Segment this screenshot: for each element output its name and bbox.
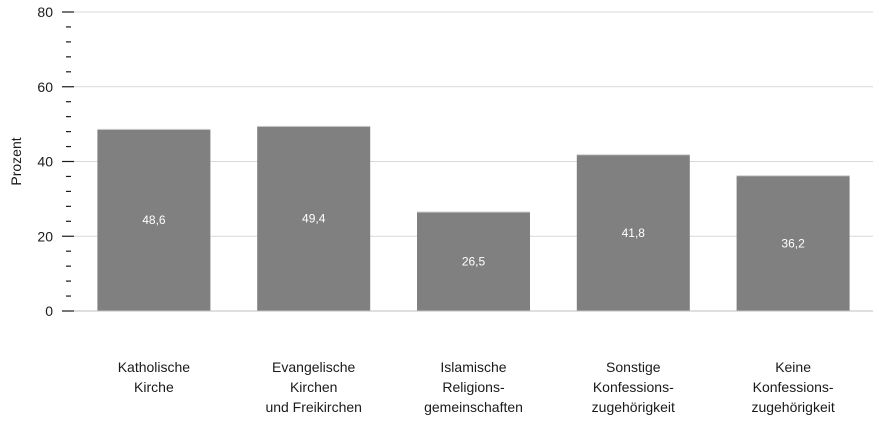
y-tick-label: 0	[45, 303, 53, 319]
x-tick-label: Islamische Religions-gemeinschaften	[424, 359, 523, 415]
y-axis-ticks: 0 20 40 60 80	[37, 4, 74, 319]
data-label: 41,8	[622, 226, 646, 240]
bars: 48,6 49,4 26,5 41,8 36,2	[97, 125, 850, 312]
bar	[257, 126, 371, 312]
x-tick-label: Keine Konfessions-zugehörigkeit	[751, 359, 834, 415]
y-tick-label: 60	[37, 79, 53, 95]
y-tick-label: 40	[37, 154, 53, 170]
data-label: 26,5	[462, 254, 486, 268]
x-tick-label: Sonstige Konfessions-zugehörigkeit	[592, 359, 675, 415]
x-axis-category-labels: Katholische Kirche Evangelische Kirchen und …	[118, 359, 835, 415]
x-tick-label: Katholische Kirche	[118, 359, 191, 395]
data-label: 48,6	[142, 213, 166, 227]
y-tick-label: 20	[37, 228, 53, 244]
data-label: 49,4	[302, 212, 326, 226]
x-tick-label: Evangelische Kirchen und Freikirchen	[265, 359, 362, 415]
y-tick-label: 80	[37, 4, 53, 20]
bar	[417, 211, 530, 311]
bar	[576, 154, 690, 311]
bar	[736, 175, 850, 311]
data-label: 36,2	[781, 236, 805, 250]
y-axis-title: Prozent	[8, 137, 24, 185]
bar	[97, 129, 211, 311]
